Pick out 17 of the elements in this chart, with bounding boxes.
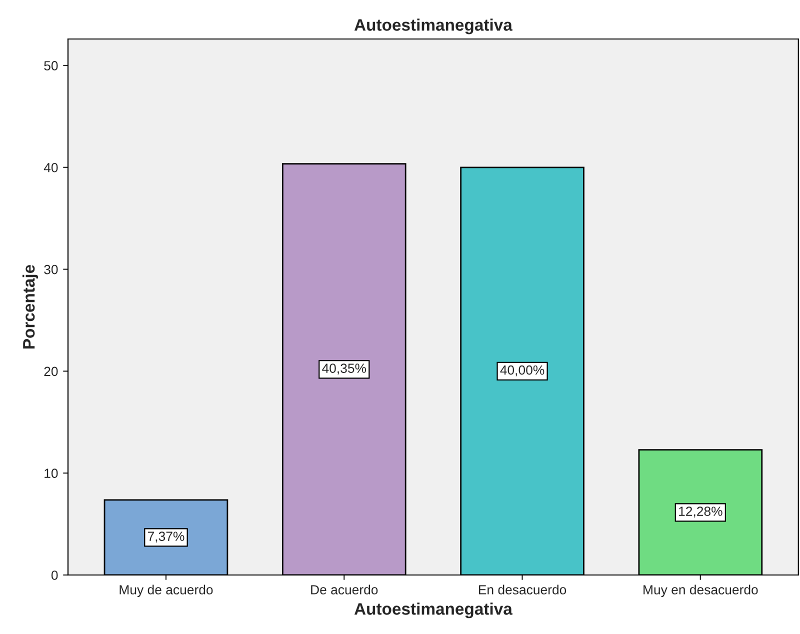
data-label: 7,37% — [148, 532, 184, 543]
x-axis-title: Autoestimanegativa — [354, 602, 512, 618]
x-tick-label: En desacuerdo — [478, 584, 566, 594]
chart-title: Autoestimanegativa — [354, 18, 512, 34]
y-tick-label: 20 — [44, 366, 58, 376]
y-tick-label: 50 — [44, 61, 58, 70]
y-axis-title: Porcentaje — [22, 264, 38, 348]
y-tick-label: 40 — [44, 162, 58, 172]
data-label: 40,35% — [322, 364, 366, 375]
y-tick-label: 0 — [51, 570, 58, 580]
y-tick-label: 10 — [44, 468, 58, 478]
data-label: 12,28% — [679, 506, 722, 518]
x-tick-label: Muy de acuerdo — [120, 584, 213, 598]
x-tick-label: Muy en desacuerdo — [644, 584, 758, 598]
data-label: 40,00% — [500, 365, 544, 376]
y-tick-label: 30 — [44, 264, 58, 274]
x-tick-label: De acuerdo — [311, 584, 378, 594]
